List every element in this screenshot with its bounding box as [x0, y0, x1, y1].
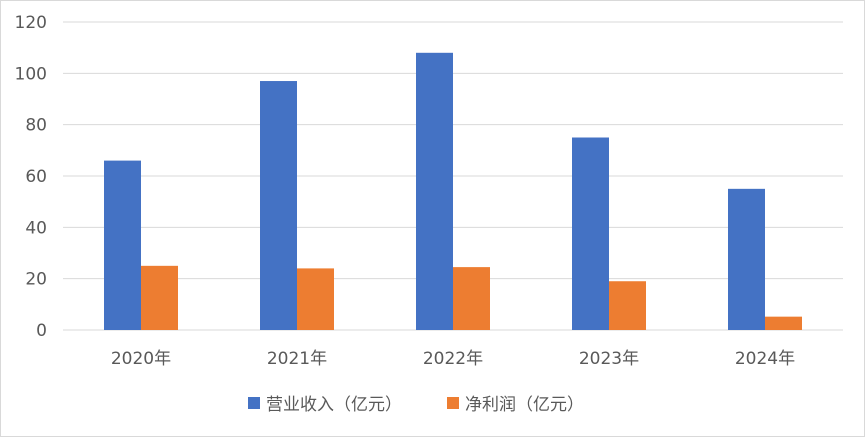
x-tick-label: 2024年	[735, 349, 795, 369]
y-tick-label: 0	[36, 321, 47, 341]
legend: 营业收入（亿元） 净利润（亿元）	[248, 395, 584, 415]
legend-swatch-net-profit	[447, 397, 459, 409]
bar-net-profit-3	[609, 281, 646, 330]
y-tick-label: 80	[25, 116, 47, 136]
bar-revenue-1	[260, 81, 297, 331]
bar-revenue-4	[728, 188, 765, 330]
bar-net-profit-4	[765, 316, 802, 330]
legend-swatch-revenue	[248, 397, 260, 409]
bar-net-profit-2	[453, 267, 490, 330]
y-tick-label: 100	[15, 64, 47, 84]
bar-revenue-3	[572, 137, 609, 330]
y-tick-label: 120	[15, 13, 47, 33]
y-tick-label: 60	[25, 167, 47, 187]
bar-revenue-2	[416, 52, 453, 331]
y-tick-label: 40	[25, 218, 47, 238]
legend-label-net-profit: 净利润（亿元）	[465, 395, 584, 415]
x-tick-label: 2020年	[111, 349, 171, 369]
bar-net-profit-0	[141, 265, 178, 330]
x-tick-label: 2023年	[579, 349, 639, 369]
x-axis-ticks: 2020年 2021年 2022年 2023年 2024年	[111, 349, 795, 369]
x-tick-label: 2022年	[423, 349, 483, 369]
bars	[104, 52, 802, 331]
bar-revenue-0	[104, 160, 141, 330]
legend-label-revenue: 营业收入（亿元）	[266, 395, 402, 415]
x-tick-label: 2021年	[267, 349, 327, 369]
bar-net-profit-1	[297, 268, 334, 330]
y-axis-ticks: 0 20 40 60 80 100 120	[15, 13, 47, 341]
y-tick-label: 20	[25, 270, 47, 290]
